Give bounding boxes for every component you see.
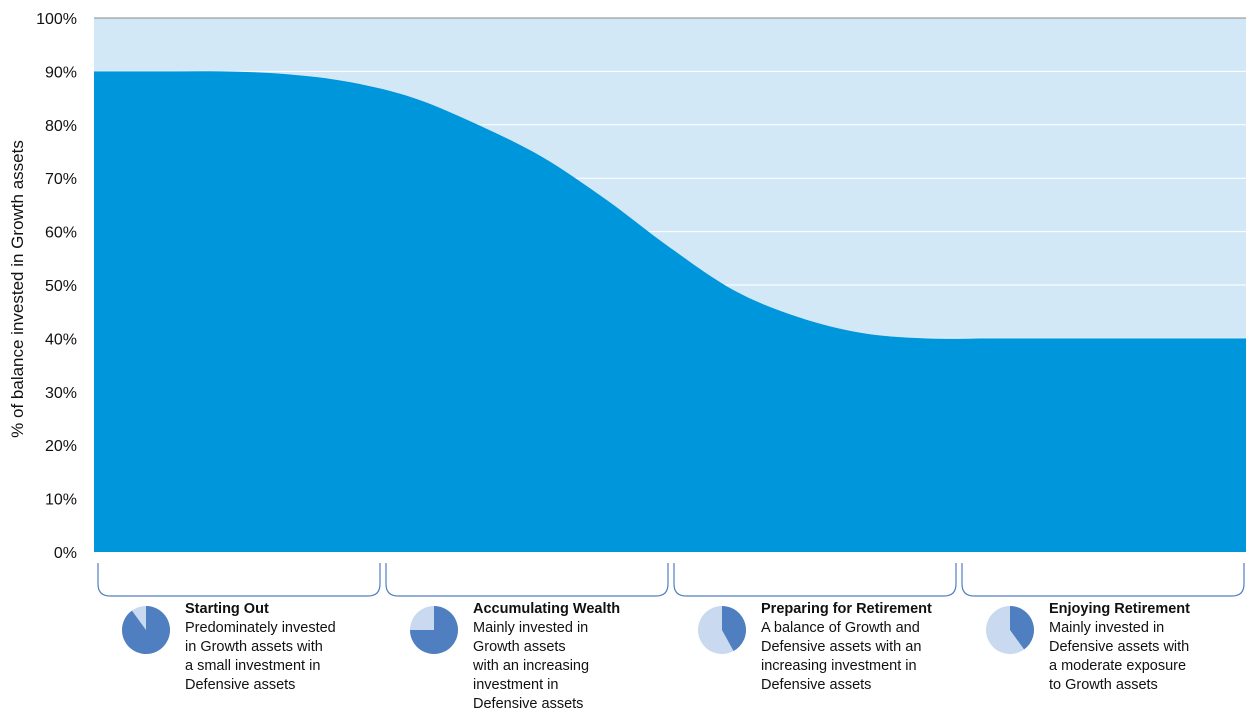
stage-3: Preparing for Retirement A balance of Gro… — [697, 600, 932, 695]
y-tick-label: 30% — [45, 385, 77, 402]
pie-chart-icon — [698, 606, 746, 654]
pie-growth-slice — [722, 606, 746, 652]
y-tick-label: 20% — [45, 438, 77, 455]
y-tick-label: 100% — [36, 11, 77, 28]
stage-brace — [97, 563, 381, 597]
stage-1: Starting Out Predominately invested in Gr… — [121, 600, 336, 695]
y-tick-label: 40% — [45, 331, 77, 348]
stage-description: Predominately invested in Growth assets … — [185, 620, 336, 693]
y-tick-label: 80% — [45, 118, 77, 135]
stage-brace — [385, 563, 669, 597]
y-tick-label: 60% — [45, 225, 77, 242]
y-tick-label: 50% — [45, 278, 77, 295]
stage-description: Mainly invested in Growth assets with an… — [473, 620, 590, 712]
stage-title: Preparing for Retirement — [761, 601, 932, 617]
pie-chart-icon — [410, 606, 458, 654]
stage-brace — [961, 563, 1245, 597]
y-tick-label: 90% — [45, 64, 77, 81]
y-axis-label: % of balance invested in Growth assets — [8, 140, 27, 438]
stage-description: Mainly invested in Defensive assets with… — [1049, 620, 1190, 693]
stage-text: Accumulating Wealth Mainly invested in Gr… — [473, 600, 620, 714]
stage-2: Accumulating Wealth Mainly invested in Gr… — [409, 600, 620, 714]
stage-text: Starting Out Predominately invested in Gr… — [185, 600, 336, 695]
pie-chart-icon — [122, 606, 170, 654]
pie-chart-icon — [986, 606, 1034, 654]
y-tick-label: 70% — [45, 171, 77, 188]
stage-4: Enjoying Retirement Mainly invested in De… — [985, 600, 1190, 695]
stage-title: Enjoying Retirement — [1049, 601, 1190, 617]
stage-brace — [673, 563, 957, 597]
pie-growth-slice — [122, 606, 170, 654]
y-tick-label: 10% — [45, 492, 77, 509]
stage-text: Enjoying Retirement Mainly invested in De… — [1049, 600, 1190, 695]
growth-area — [94, 71, 1246, 553]
stage-description: A balance of Growth and Defensive assets… — [761, 620, 922, 693]
stage-text: Preparing for Retirement A balance of Gro… — [761, 600, 932, 695]
y-axis-ticks: 0% 10% 20% 30% 40% 50% 60% 70% 80% 90% 100% — [36, 11, 77, 562]
stage-title: Starting Out — [185, 601, 269, 617]
y-tick-label: 0% — [54, 545, 77, 562]
allocation-chart: 0% 10% 20% 30% 40% 50% 60% 70% 80% 90% 100% % of b… — [8, 11, 1246, 597]
pie-growth-slice — [1010, 606, 1034, 650]
stage-braces — [97, 563, 1245, 597]
stage-title: Accumulating Wealth — [473, 601, 621, 617]
pie-growth-slice — [410, 606, 458, 654]
